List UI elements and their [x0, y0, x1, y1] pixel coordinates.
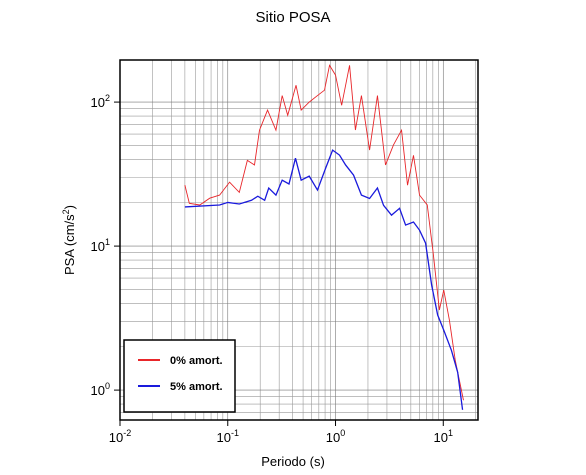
tick-label-sup: 0: [105, 381, 110, 391]
legend-box: [123, 339, 236, 413]
tick-label-base: 10: [434, 430, 448, 445]
tick-label-base: 10: [326, 430, 340, 445]
tick-label-base: 10: [217, 430, 231, 445]
tick-label-sup: 0: [340, 428, 345, 438]
y-axis-label: PSA (cm/s2): [61, 205, 77, 275]
chart-title: Sitio POSA: [255, 9, 330, 26]
tick-label-sup: -1: [231, 428, 239, 438]
tick-label: 102: [91, 93, 110, 110]
tick-label-base: 10: [91, 95, 105, 110]
y-axis-label-text: PSA (cm/s: [62, 214, 77, 275]
tick-label: 100: [91, 381, 110, 398]
plot-frame: [119, 59, 479, 421]
tick-label-sup: 1: [105, 237, 110, 247]
tick-label-base: 10: [109, 430, 123, 445]
tick-label: 10-1: [217, 428, 239, 445]
legend-label: 0% amort.: [170, 355, 223, 367]
tick-label: 101: [434, 428, 453, 445]
tick-label: 101: [91, 237, 110, 254]
data-line: [184, 149, 464, 410]
y-axis-label-sup: 2: [61, 209, 71, 214]
x-axis-label: Periodo (s): [261, 454, 325, 469]
y-axis-label-tail: ): [62, 205, 77, 209]
tick-label-base: 10: [91, 239, 105, 254]
tick-label: 10-2: [109, 428, 131, 445]
tick-label-sup: 1: [448, 428, 453, 438]
tick-label-sup: -2: [123, 428, 131, 438]
tick-label: 100: [326, 428, 345, 445]
tick-label-sup: 2: [105, 93, 110, 103]
tick-label-base: 10: [91, 383, 105, 398]
data-line: [184, 64, 464, 401]
legend-label: 5% amort.: [170, 381, 223, 393]
